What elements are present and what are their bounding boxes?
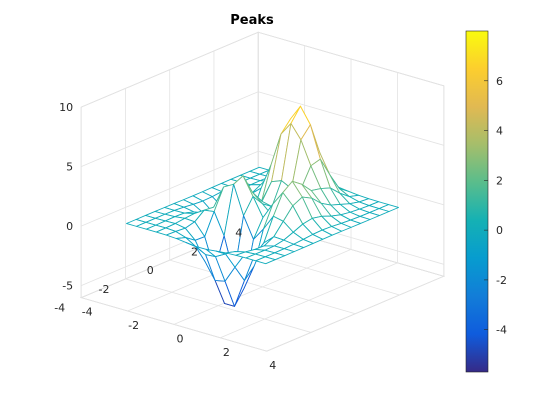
colorbar-gradient <box>465 30 489 373</box>
gridline-y-floor <box>169 259 356 315</box>
x-tick-label: -4 <box>82 306 93 319</box>
y-tick-label: -2 <box>98 283 109 296</box>
y-tick-label: 4 <box>235 227 242 240</box>
gridline-z-back <box>258 31 444 87</box>
colorbar-tick-label: -4 <box>496 324 507 337</box>
mesh-face <box>255 256 276 265</box>
gridline-y-floor <box>125 278 312 333</box>
colorbar-tick-label: 4 <box>496 125 503 138</box>
colorbar-tick-label: 2 <box>496 174 503 187</box>
z-tick-label: 0 <box>66 220 73 233</box>
x-tick-label: -2 <box>128 319 139 332</box>
x-tick-label: 4 <box>269 359 276 372</box>
gridline-z-left <box>81 91 259 168</box>
colorbar-tick-label: 0 <box>496 224 503 237</box>
colorbar-tick-label: 6 <box>496 75 503 88</box>
z-tick-label: 10 <box>59 101 73 114</box>
gridline-z-left <box>81 150 259 227</box>
y-tick-label: 0 <box>147 264 154 277</box>
x-tick-label: 0 <box>176 332 183 345</box>
x-tick-label: 2 <box>223 346 230 359</box>
colorbar-tick-label: -2 <box>496 274 507 287</box>
gridline-z-left <box>81 31 259 108</box>
gridline-z-back <box>258 91 444 146</box>
y-tick-label: 2 <box>191 245 198 258</box>
axis-ticks: -4 -2 0 2 4 -4 -2 0 2 4 -5 0 5 10 <box>54 101 276 372</box>
colorbar: -4 -2 0 2 4 6 <box>465 30 507 373</box>
chart-title: Peaks <box>230 13 274 28</box>
z-tick-label: 5 <box>66 161 73 174</box>
gridline-y-floor <box>81 297 267 352</box>
z-tick-label: -5 <box>62 280 73 293</box>
y-tick-label: -4 <box>54 302 65 315</box>
mesh-surface <box>126 105 399 307</box>
